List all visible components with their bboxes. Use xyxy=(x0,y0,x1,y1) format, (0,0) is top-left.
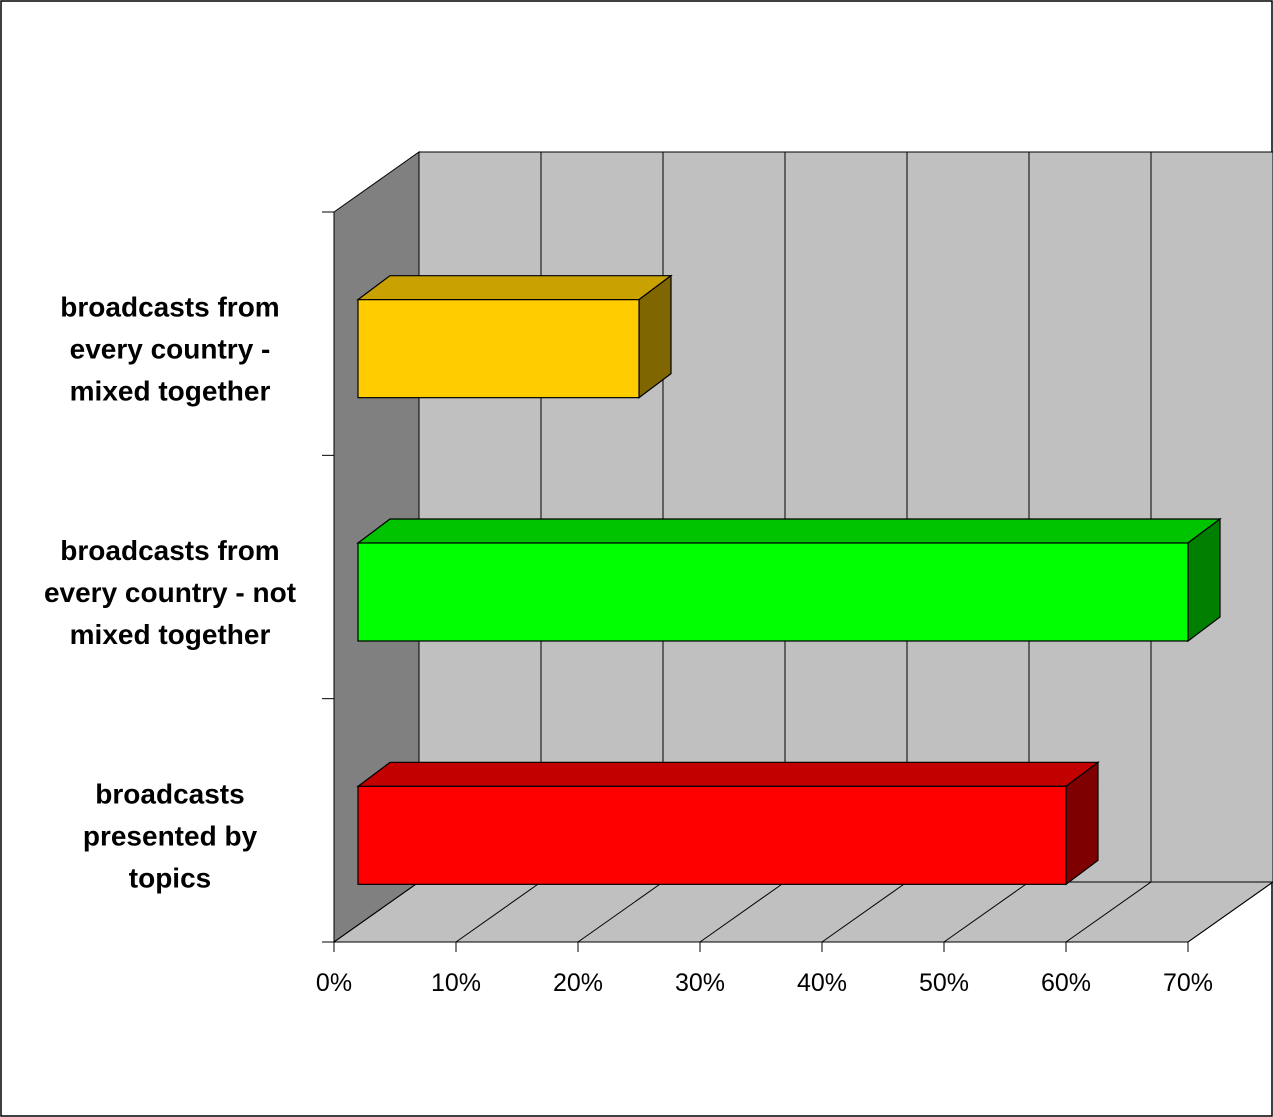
x-tick-label: 40% xyxy=(797,969,847,997)
category-label-line: broadcasts xyxy=(95,778,244,809)
category-label-line: every country - xyxy=(70,334,271,365)
chart-bars xyxy=(356,274,1222,886)
gridline-floor xyxy=(1065,881,1152,943)
gridline-floor xyxy=(577,881,664,943)
category-label-line: presented by xyxy=(83,820,258,851)
category-label-line: every country - not xyxy=(44,577,296,608)
x-tick-label: 70% xyxy=(1163,969,1213,997)
bar-front-face xyxy=(357,299,640,399)
x-tick-label: 10% xyxy=(431,969,481,997)
gridline-floor xyxy=(943,881,1030,943)
category-label-line: broadcasts from xyxy=(60,535,279,566)
chart-axes xyxy=(322,211,1189,952)
bar-front-face xyxy=(357,785,1067,885)
x-tick-label: 30% xyxy=(675,969,725,997)
x-tick-label: 20% xyxy=(553,969,603,997)
category-labels: broadcasts from every country - mixed toge… xyxy=(44,292,296,894)
category-label-line: broadcasts from xyxy=(60,292,279,323)
category-label-line: mixed together xyxy=(70,376,271,407)
x-tick-labels: 0% 10% 20% 30% 40% 50% 60% 70% xyxy=(316,969,1213,997)
gridline-floor xyxy=(1187,881,1273,943)
bar-3 xyxy=(356,761,1100,886)
gridline-floor xyxy=(455,881,542,943)
gridline-floor xyxy=(333,881,420,943)
gridline-floor xyxy=(821,881,908,943)
bar-1 xyxy=(356,274,673,399)
bar-front-face xyxy=(357,542,1189,642)
category-label-line: mixed together xyxy=(70,619,271,650)
x-tick-label: 50% xyxy=(919,969,969,997)
bar-top-face xyxy=(356,518,1222,544)
bar-top-face xyxy=(356,275,673,301)
x-tick-label: 60% xyxy=(1041,969,1091,997)
chart-gridlines xyxy=(333,152,1273,943)
bar-2 xyxy=(356,517,1222,643)
floor xyxy=(332,881,1273,943)
category-label-line: topics xyxy=(129,862,211,893)
gridline-floor xyxy=(699,881,786,943)
x-tick-label: 0% xyxy=(316,969,352,997)
bar-top-face xyxy=(356,761,1100,787)
